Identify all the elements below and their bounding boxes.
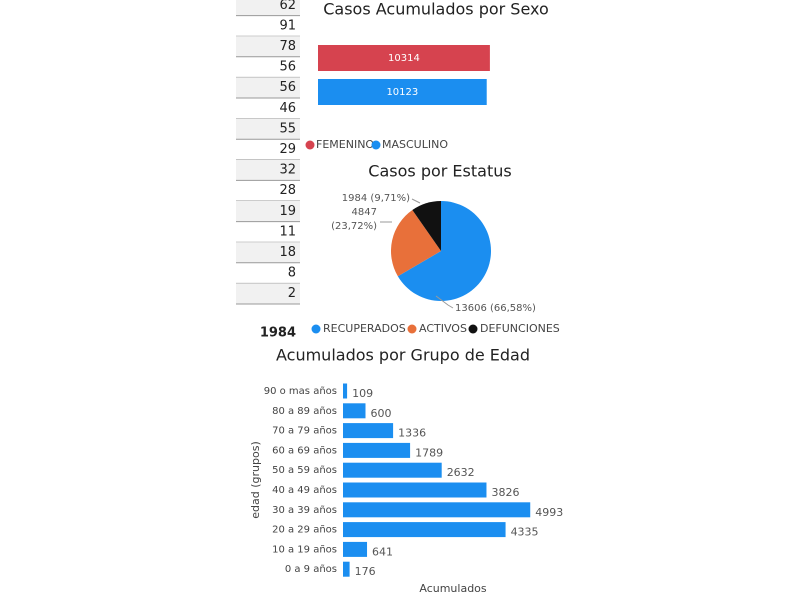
pie-slice [412, 201, 441, 251]
data-label: 1336 [398, 427, 426, 440]
table-cell: 32 [279, 163, 296, 178]
bar [343, 522, 506, 538]
data-label: 10123 [386, 87, 418, 98]
bar [343, 462, 442, 478]
bar [318, 79, 487, 105]
legend-marker [311, 324, 321, 334]
category-label: 80 a 89 años [272, 406, 337, 417]
table-cell: 78 [279, 39, 296, 54]
chart-title: Casos por Estatus [368, 162, 511, 181]
table-cell: 91 [279, 18, 296, 33]
table-row-bg [236, 159, 300, 181]
data-label: 3826 [491, 486, 519, 499]
table-cell: 56 [279, 80, 296, 95]
data-label: 109 [352, 387, 373, 400]
legend-label: RECUPERADOS [323, 322, 406, 335]
table-cell: 56 [279, 60, 296, 75]
legend-label: FEMENINO [316, 138, 374, 151]
table-total: 1984 [260, 326, 296, 341]
table-cell: 18 [279, 245, 296, 260]
table-row-bg [236, 201, 300, 222]
category-label: 90 o mas años [264, 386, 337, 397]
legend-label: DEFUNCIONES [480, 322, 560, 335]
data-label: 2632 [447, 466, 475, 479]
data-label: 13606 (66,58%) [455, 303, 536, 314]
chart-title: Acumulados por Grupo de Edad [276, 346, 530, 365]
bar [343, 383, 348, 399]
bar [318, 45, 490, 71]
category-label: 20 a 29 años [272, 525, 337, 536]
table-row-bg [236, 77, 300, 98]
leader-line [411, 198, 421, 204]
pie-slice [390, 210, 441, 277]
bar [343, 423, 394, 439]
table-cell: 11 [279, 224, 296, 239]
table-row-bg [236, 0, 300, 16]
table-cell: 2 [288, 286, 296, 301]
table-cell: 28 [279, 183, 296, 198]
legend-marker [371, 140, 381, 150]
table-cell: 46 [279, 101, 296, 116]
bar [343, 561, 350, 577]
category-label: 10 a 19 años [272, 544, 337, 555]
table-row-bg [236, 118, 300, 140]
table-cell: 55 [279, 121, 296, 136]
legend-label: ACTIVOS [419, 322, 467, 335]
data-label: 600 [371, 407, 392, 420]
x-axis-label: Acumulados [419, 582, 487, 595]
table-row-bg [236, 36, 300, 57]
data-label: 1984 (9,71%) [342, 193, 410, 204]
table-row-bg [236, 283, 300, 304]
table-cell: 19 [279, 204, 296, 219]
bar [343, 403, 366, 419]
y-axis-label: edad (grupos) [249, 441, 262, 518]
category-label: 70 a 79 años [272, 426, 337, 437]
table-cell: 62 [279, 0, 296, 13]
category-label: 60 a 69 años [272, 445, 337, 456]
bar [343, 442, 411, 458]
category-label: 50 a 59 años [272, 465, 337, 476]
table-cell: 8 [288, 266, 296, 281]
pie-slice [397, 201, 491, 302]
table-cell: 29 [279, 142, 296, 157]
data-label: 4335 [511, 526, 539, 539]
data-label: 176 [355, 565, 376, 578]
table-row-bg [236, 242, 300, 263]
data-label: 4847 (23,72%) [331, 207, 377, 232]
category-label: 0 a 9 años [285, 564, 337, 575]
leader-line [435, 295, 454, 309]
data-label: 4993 [535, 506, 563, 519]
category-label: 30 a 39 años [272, 505, 337, 516]
legend-marker [407, 324, 417, 334]
legend-marker [468, 324, 478, 334]
bar [343, 502, 531, 518]
legend-marker [305, 140, 315, 150]
data-label: 641 [372, 545, 393, 558]
data-label: 1789 [415, 446, 443, 459]
bar [343, 541, 368, 557]
bar [343, 482, 487, 498]
category-label: 40 a 49 años [272, 485, 337, 496]
legend-label: MASCULINO [382, 138, 448, 151]
data-label: 10314 [388, 53, 420, 64]
chart-title: Casos Acumulados por Sexo [323, 0, 549, 19]
